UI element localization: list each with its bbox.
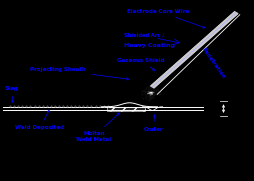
Polygon shape (151, 12, 238, 88)
Text: Electrode Core Wire: Electrode Core Wire (127, 9, 205, 28)
Text: Shielded Arc /: Shielded Arc / (124, 32, 165, 37)
Text: Gaseous Shield: Gaseous Shield (117, 58, 165, 70)
Text: Molten
Weld Metal: Molten Weld Metal (76, 113, 119, 142)
Bar (107, 107, 145, 111)
Text: Crater: Crater (144, 115, 163, 132)
Text: Heavy Coating: Heavy Coating (124, 43, 175, 48)
Text: Projecting Sheath: Projecting Sheath (30, 68, 129, 80)
Text: Weld Deposited: Weld Deposited (15, 110, 64, 131)
Text: Slag: Slag (5, 86, 19, 102)
Text: Penetration: Penetration (201, 47, 226, 80)
